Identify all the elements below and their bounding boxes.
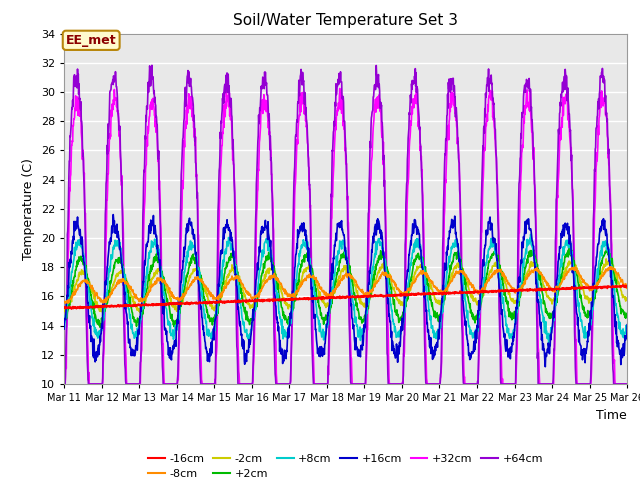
-2cm <box>602 256 610 262</box>
+32cm <box>623 381 631 387</box>
+2cm <box>623 310 631 316</box>
-16cm <box>311 296 319 302</box>
-8cm <box>311 276 319 282</box>
+8cm <box>527 231 534 237</box>
+8cm <box>623 323 631 328</box>
Line: -16cm: -16cm <box>64 285 627 309</box>
+32cm <box>60 381 68 387</box>
Line: +64cm: +64cm <box>64 65 627 384</box>
-8cm <box>300 277 307 283</box>
+2cm <box>60 317 68 323</box>
-16cm <box>300 296 307 301</box>
+2cm <box>311 282 319 288</box>
+2cm <box>127 302 134 308</box>
+32cm <box>311 381 319 387</box>
+2cm <box>381 259 388 264</box>
+64cm <box>321 381 329 387</box>
+16cm <box>60 326 68 332</box>
-16cm <box>60 304 68 310</box>
Line: -8cm: -8cm <box>64 267 627 303</box>
+32cm <box>299 101 307 107</box>
+32cm <box>413 84 420 90</box>
+16cm <box>321 341 329 347</box>
+64cm <box>311 381 319 387</box>
+32cm <box>127 381 134 387</box>
-16cm <box>104 303 112 309</box>
+64cm <box>104 151 111 157</box>
+16cm <box>541 364 549 370</box>
+8cm <box>321 331 328 337</box>
-2cm <box>127 289 134 295</box>
+16cm <box>109 212 117 217</box>
-8cm <box>104 294 112 300</box>
-16cm <box>321 295 329 300</box>
+32cm <box>381 167 388 172</box>
+16cm <box>311 312 319 317</box>
-8cm <box>61 300 69 306</box>
-16cm <box>127 303 134 309</box>
+2cm <box>300 257 307 263</box>
-8cm <box>623 284 631 290</box>
Line: +16cm: +16cm <box>64 215 627 367</box>
+64cm <box>300 78 307 84</box>
-2cm <box>300 269 307 275</box>
-2cm <box>623 297 631 303</box>
-8cm <box>60 299 68 305</box>
Y-axis label: Temperature (C): Temperature (C) <box>22 158 35 260</box>
-8cm <box>127 284 134 289</box>
+8cm <box>545 341 552 347</box>
Title: Soil/Water Temperature Set 3: Soil/Water Temperature Set 3 <box>233 13 458 28</box>
+16cm <box>623 322 631 328</box>
+32cm <box>321 381 328 387</box>
+2cm <box>603 245 611 251</box>
+2cm <box>321 316 329 322</box>
-16cm <box>68 306 76 312</box>
+16cm <box>300 225 307 230</box>
Text: EE_met: EE_met <box>66 34 116 47</box>
X-axis label: Time: Time <box>596 408 627 421</box>
-2cm <box>381 264 388 269</box>
Line: -2cm: -2cm <box>64 259 627 313</box>
+64cm <box>60 381 68 387</box>
+8cm <box>104 287 111 292</box>
+2cm <box>96 324 104 330</box>
-2cm <box>104 300 111 306</box>
+8cm <box>60 318 68 324</box>
Line: +2cm: +2cm <box>64 248 627 327</box>
+64cm <box>381 204 388 210</box>
+16cm <box>381 270 388 276</box>
-2cm <box>60 306 68 312</box>
Legend: -16cm, -8cm, -2cm, +2cm, +8cm, +16cm, +32cm, +64cm: -16cm, -8cm, -2cm, +2cm, +8cm, +16cm, +3… <box>144 449 547 480</box>
-8cm <box>381 273 388 278</box>
-2cm <box>136 310 144 316</box>
+32cm <box>104 187 111 192</box>
-8cm <box>321 289 329 295</box>
+64cm <box>623 381 631 387</box>
-2cm <box>321 303 329 309</box>
+64cm <box>127 381 134 387</box>
+16cm <box>127 345 134 351</box>
-2cm <box>311 278 319 284</box>
+8cm <box>311 296 319 302</box>
-16cm <box>623 283 631 289</box>
+16cm <box>104 263 111 269</box>
+8cm <box>127 314 134 320</box>
-16cm <box>381 293 388 299</box>
-16cm <box>620 282 627 288</box>
Line: +32cm: +32cm <box>64 87 627 384</box>
Line: +8cm: +8cm <box>64 234 627 344</box>
-8cm <box>572 264 579 270</box>
+8cm <box>299 241 307 247</box>
+64cm <box>148 62 156 68</box>
+8cm <box>381 255 388 261</box>
+2cm <box>104 297 112 302</box>
